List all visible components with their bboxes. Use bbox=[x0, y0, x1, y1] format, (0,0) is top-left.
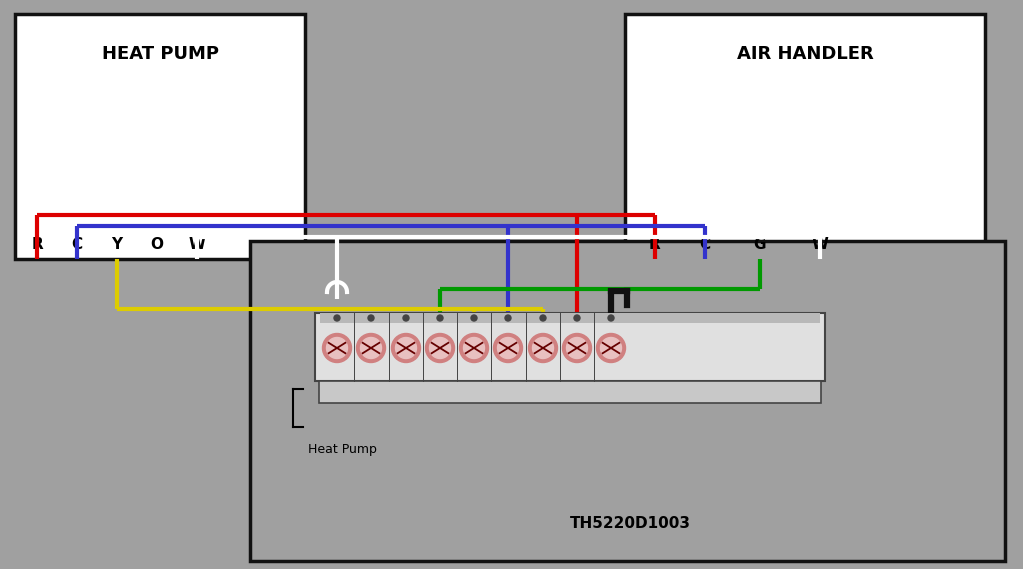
Circle shape bbox=[533, 337, 553, 358]
Circle shape bbox=[459, 333, 489, 362]
Text: W: W bbox=[188, 237, 206, 252]
Text: W: W bbox=[811, 237, 829, 252]
Bar bbox=[315, 313, 825, 381]
Text: R: R bbox=[31, 237, 43, 252]
Text: AIR HANDLER: AIR HANDLER bbox=[737, 45, 874, 63]
Circle shape bbox=[608, 315, 614, 321]
Bar bbox=[319, 381, 821, 403]
Text: TH5220D1003: TH5220D1003 bbox=[570, 516, 691, 530]
Circle shape bbox=[505, 315, 512, 321]
Circle shape bbox=[471, 315, 477, 321]
Text: Heat Pump: Heat Pump bbox=[308, 443, 376, 456]
Text: L: L bbox=[333, 389, 341, 402]
Circle shape bbox=[497, 337, 519, 358]
Circle shape bbox=[540, 315, 546, 321]
Text: Y: Y bbox=[112, 237, 123, 252]
Text: Aux: Aux bbox=[388, 389, 412, 402]
Text: C: C bbox=[72, 237, 83, 252]
Text: R: R bbox=[650, 237, 661, 252]
Text: O: O bbox=[150, 237, 164, 252]
Circle shape bbox=[567, 337, 587, 358]
Circle shape bbox=[356, 333, 386, 362]
Text: R: R bbox=[573, 389, 581, 402]
Circle shape bbox=[529, 333, 558, 362]
Circle shape bbox=[392, 333, 420, 362]
Circle shape bbox=[601, 337, 622, 358]
Circle shape bbox=[333, 315, 340, 321]
Circle shape bbox=[596, 333, 625, 362]
Bar bbox=[15, 14, 305, 259]
Text: HEAT PUMP: HEAT PUMP bbox=[101, 45, 219, 63]
Circle shape bbox=[430, 337, 450, 358]
Circle shape bbox=[463, 337, 485, 358]
Circle shape bbox=[368, 315, 374, 321]
Circle shape bbox=[426, 333, 454, 362]
Circle shape bbox=[493, 333, 523, 362]
Text: C: C bbox=[700, 237, 711, 252]
Circle shape bbox=[403, 315, 409, 321]
Circle shape bbox=[563, 333, 591, 362]
Circle shape bbox=[396, 337, 416, 358]
Text: G: G bbox=[433, 389, 443, 402]
Bar bbox=[320, 313, 820, 323]
Text: E: E bbox=[365, 389, 373, 402]
Text: O/B: O/B bbox=[458, 389, 482, 402]
Circle shape bbox=[437, 315, 443, 321]
Circle shape bbox=[322, 333, 352, 362]
Bar bbox=[625, 14, 985, 259]
Bar bbox=[250, 241, 1005, 561]
Circle shape bbox=[574, 315, 580, 321]
Circle shape bbox=[326, 337, 348, 358]
Text: C: C bbox=[503, 389, 513, 402]
Text: Rc: Rc bbox=[603, 389, 619, 402]
Text: G: G bbox=[754, 237, 766, 252]
Circle shape bbox=[360, 337, 382, 358]
Text: Y: Y bbox=[539, 389, 547, 402]
